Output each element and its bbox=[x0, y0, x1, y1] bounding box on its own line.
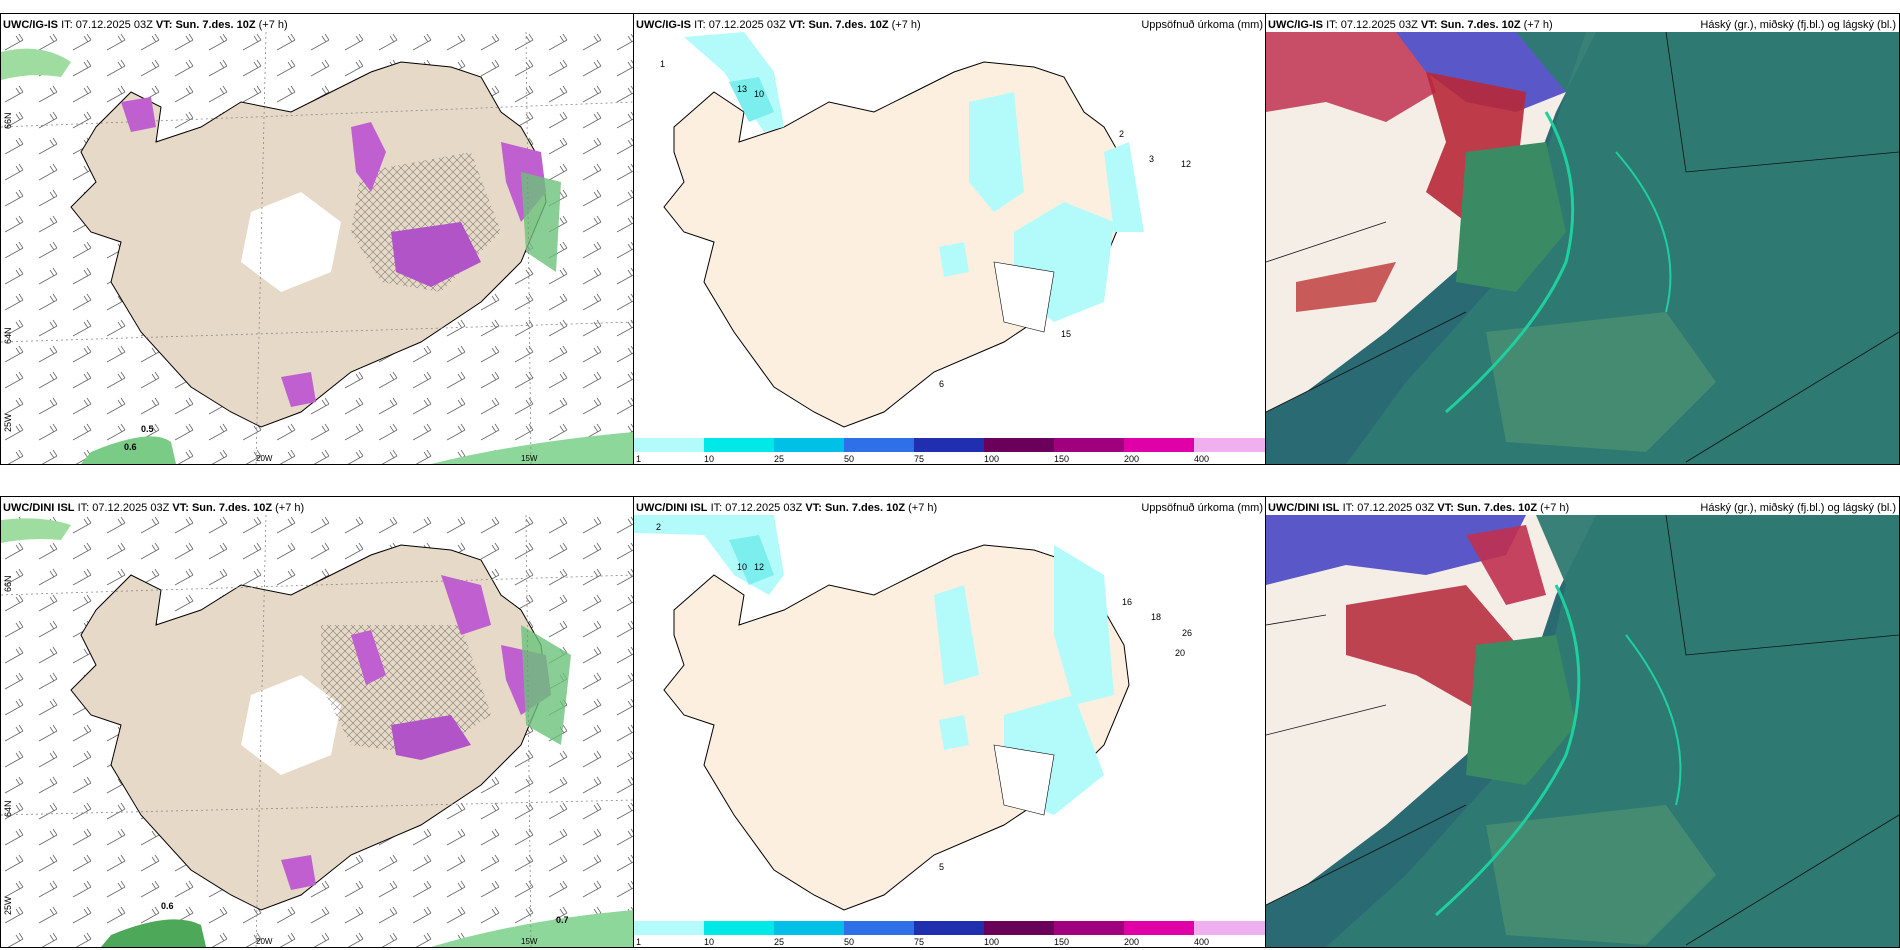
precip-value: 12 bbox=[1181, 159, 1192, 169]
colorbar-segment bbox=[1124, 438, 1195, 452]
lon-label: 15W bbox=[521, 454, 538, 463]
wind-map bbox=[1, 515, 634, 947]
precip-value: 13 bbox=[737, 84, 748, 94]
precip-value: 16 bbox=[1122, 597, 1133, 607]
lat-label: 25W bbox=[3, 413, 13, 432]
colorbar-tick: 25 bbox=[774, 937, 785, 947]
colorbar-tick: 150 bbox=[1054, 937, 1070, 947]
cloud-title: Háský (gr.), miðský (fj.bl.) og lágský (… bbox=[1700, 502, 1896, 514]
panel-header: UWC/IG-IS IT: 07.12.2025 03Z VT: Sun. 7.… bbox=[1268, 19, 1553, 31]
panel-header: UWC/DINI ISL IT: 07.12.2025 03Z VT: Sun.… bbox=[3, 502, 305, 514]
colorbar-tick: 200 bbox=[1124, 454, 1140, 464]
colorbar-tick: 400 bbox=[1194, 937, 1210, 947]
colorbar-segment bbox=[1054, 921, 1125, 935]
wind-map-panel-dini: UWC/DINI ISL IT: 07.12.2025 03Z VT: Sun.… bbox=[0, 496, 635, 948]
cloud-title: Háský (gr.), miðský (fj.bl.) og lágský (… bbox=[1700, 19, 1896, 31]
colorbar-segment bbox=[1194, 438, 1266, 452]
colorbar-tick: 100 bbox=[984, 937, 1000, 947]
precip-value: 10 bbox=[737, 562, 748, 572]
precip-map-panel-ig: UWC/IG-IS IT: 07.12.2025 03Z VT: Sun. 7.… bbox=[633, 13, 1267, 465]
precip-value: 18 bbox=[1151, 612, 1162, 622]
colorbar-tick: 50 bbox=[844, 937, 855, 947]
colorbar-tick: 25 bbox=[774, 454, 785, 464]
precip-value: 10 bbox=[754, 89, 765, 99]
cloud-map bbox=[1266, 32, 1899, 464]
precip-value: 15 bbox=[1061, 329, 1072, 339]
colorbar-segment bbox=[984, 438, 1055, 452]
colorbar-tick: 50 bbox=[844, 454, 855, 464]
lat-label: 66N bbox=[3, 575, 13, 592]
colorbar-segment bbox=[774, 438, 845, 452]
precip-colorbar: 1 10 25 50 75 100 150 200 400 bbox=[634, 438, 1266, 464]
colorbar-segment bbox=[1054, 438, 1125, 452]
colorbar-segment bbox=[774, 921, 845, 935]
lat-label: 66N bbox=[3, 112, 13, 129]
colorbar-segment bbox=[704, 921, 775, 935]
colorbar-segment bbox=[914, 921, 985, 935]
panel-header: UWC/DINI ISL IT: 07.12.2025 03Z VT: Sun.… bbox=[636, 502, 938, 514]
precip-value: 26 bbox=[1182, 628, 1193, 638]
lon-label: 15W bbox=[521, 937, 538, 946]
value-label: 0.6 bbox=[161, 901, 174, 911]
iceland-landmass bbox=[663, 544, 1130, 911]
colorbar-segment bbox=[634, 438, 705, 452]
value-label: 0.6 bbox=[124, 442, 137, 452]
wind-map-panel-ig: UWC/IG-IS IT: 07.12.2025 03Z VT: Sun. 7.… bbox=[0, 13, 635, 465]
colorbar-segment bbox=[844, 438, 915, 452]
colorbar-tick: 1 bbox=[636, 937, 642, 947]
precip-map bbox=[634, 32, 1266, 438]
precip-value: 6 bbox=[939, 379, 945, 389]
wind-map bbox=[1, 32, 634, 464]
value-label: 0.5 bbox=[141, 424, 154, 434]
colorbar-tick: 200 bbox=[1124, 937, 1140, 947]
precip-value: 2 bbox=[656, 522, 662, 532]
precip-value: 2 bbox=[1119, 129, 1125, 139]
panel-header: UWC/IG-IS IT: 07.12.2025 03Z VT: Sun. 7.… bbox=[3, 19, 288, 31]
colorbar-segment bbox=[1194, 921, 1266, 935]
colorbar-tick: 10 bbox=[704, 454, 715, 464]
precip-value: 5 bbox=[939, 862, 945, 872]
precip-colorbar: 1 10 25 50 75 100 150 200 400 bbox=[634, 921, 1266, 947]
lon-label: 20W bbox=[256, 937, 273, 946]
lat-label: 64N bbox=[3, 327, 13, 344]
lat-label: 25W bbox=[3, 896, 13, 915]
precip-title: Uppsöfnuð úrkoma (mm) bbox=[1141, 502, 1263, 514]
colorbar-segment bbox=[844, 921, 915, 935]
cloud-map-panel-ig: UWC/IG-IS IT: 07.12.2025 03Z VT: Sun. 7.… bbox=[1265, 13, 1900, 465]
colorbar-tick: 1 bbox=[636, 454, 642, 464]
cloud-map-panel-dini: UWC/DINI ISL IT: 07.12.2025 03Z VT: Sun.… bbox=[1265, 496, 1900, 948]
colorbar-segment bbox=[914, 438, 985, 452]
colorbar-segment bbox=[704, 438, 775, 452]
precip-map-panel-dini: UWC/DINI ISL IT: 07.12.2025 03Z VT: Sun.… bbox=[633, 496, 1267, 948]
value-label: 0.7 bbox=[556, 915, 569, 925]
colorbar-segment bbox=[984, 921, 1055, 935]
lon-label: 20W bbox=[256, 454, 273, 463]
precip-value: 3 bbox=[1149, 154, 1155, 164]
precip-value: 1 bbox=[660, 59, 666, 69]
colorbar-tick: 150 bbox=[1054, 454, 1070, 464]
precip-value: 12 bbox=[754, 562, 765, 572]
panel-header: UWC/DINI ISL IT: 07.12.2025 03Z VT: Sun.… bbox=[1268, 502, 1570, 514]
colorbar-tick: 400 bbox=[1194, 454, 1210, 464]
colorbar-tick: 75 bbox=[914, 454, 925, 464]
precip-map bbox=[634, 515, 1266, 921]
cloud-map bbox=[1266, 515, 1899, 947]
colorbar-segment bbox=[634, 921, 705, 935]
precip-title: Uppsöfnuð úrkoma (mm) bbox=[1141, 19, 1263, 31]
precip-value: 20 bbox=[1175, 648, 1186, 658]
colorbar-segment bbox=[1124, 921, 1195, 935]
colorbar-tick: 10 bbox=[704, 937, 715, 947]
colorbar-tick: 75 bbox=[914, 937, 925, 947]
panel-header: UWC/IG-IS IT: 07.12.2025 03Z VT: Sun. 7.… bbox=[636, 19, 921, 31]
lat-label: 64N bbox=[3, 800, 13, 817]
colorbar-tick: 100 bbox=[984, 454, 1000, 464]
